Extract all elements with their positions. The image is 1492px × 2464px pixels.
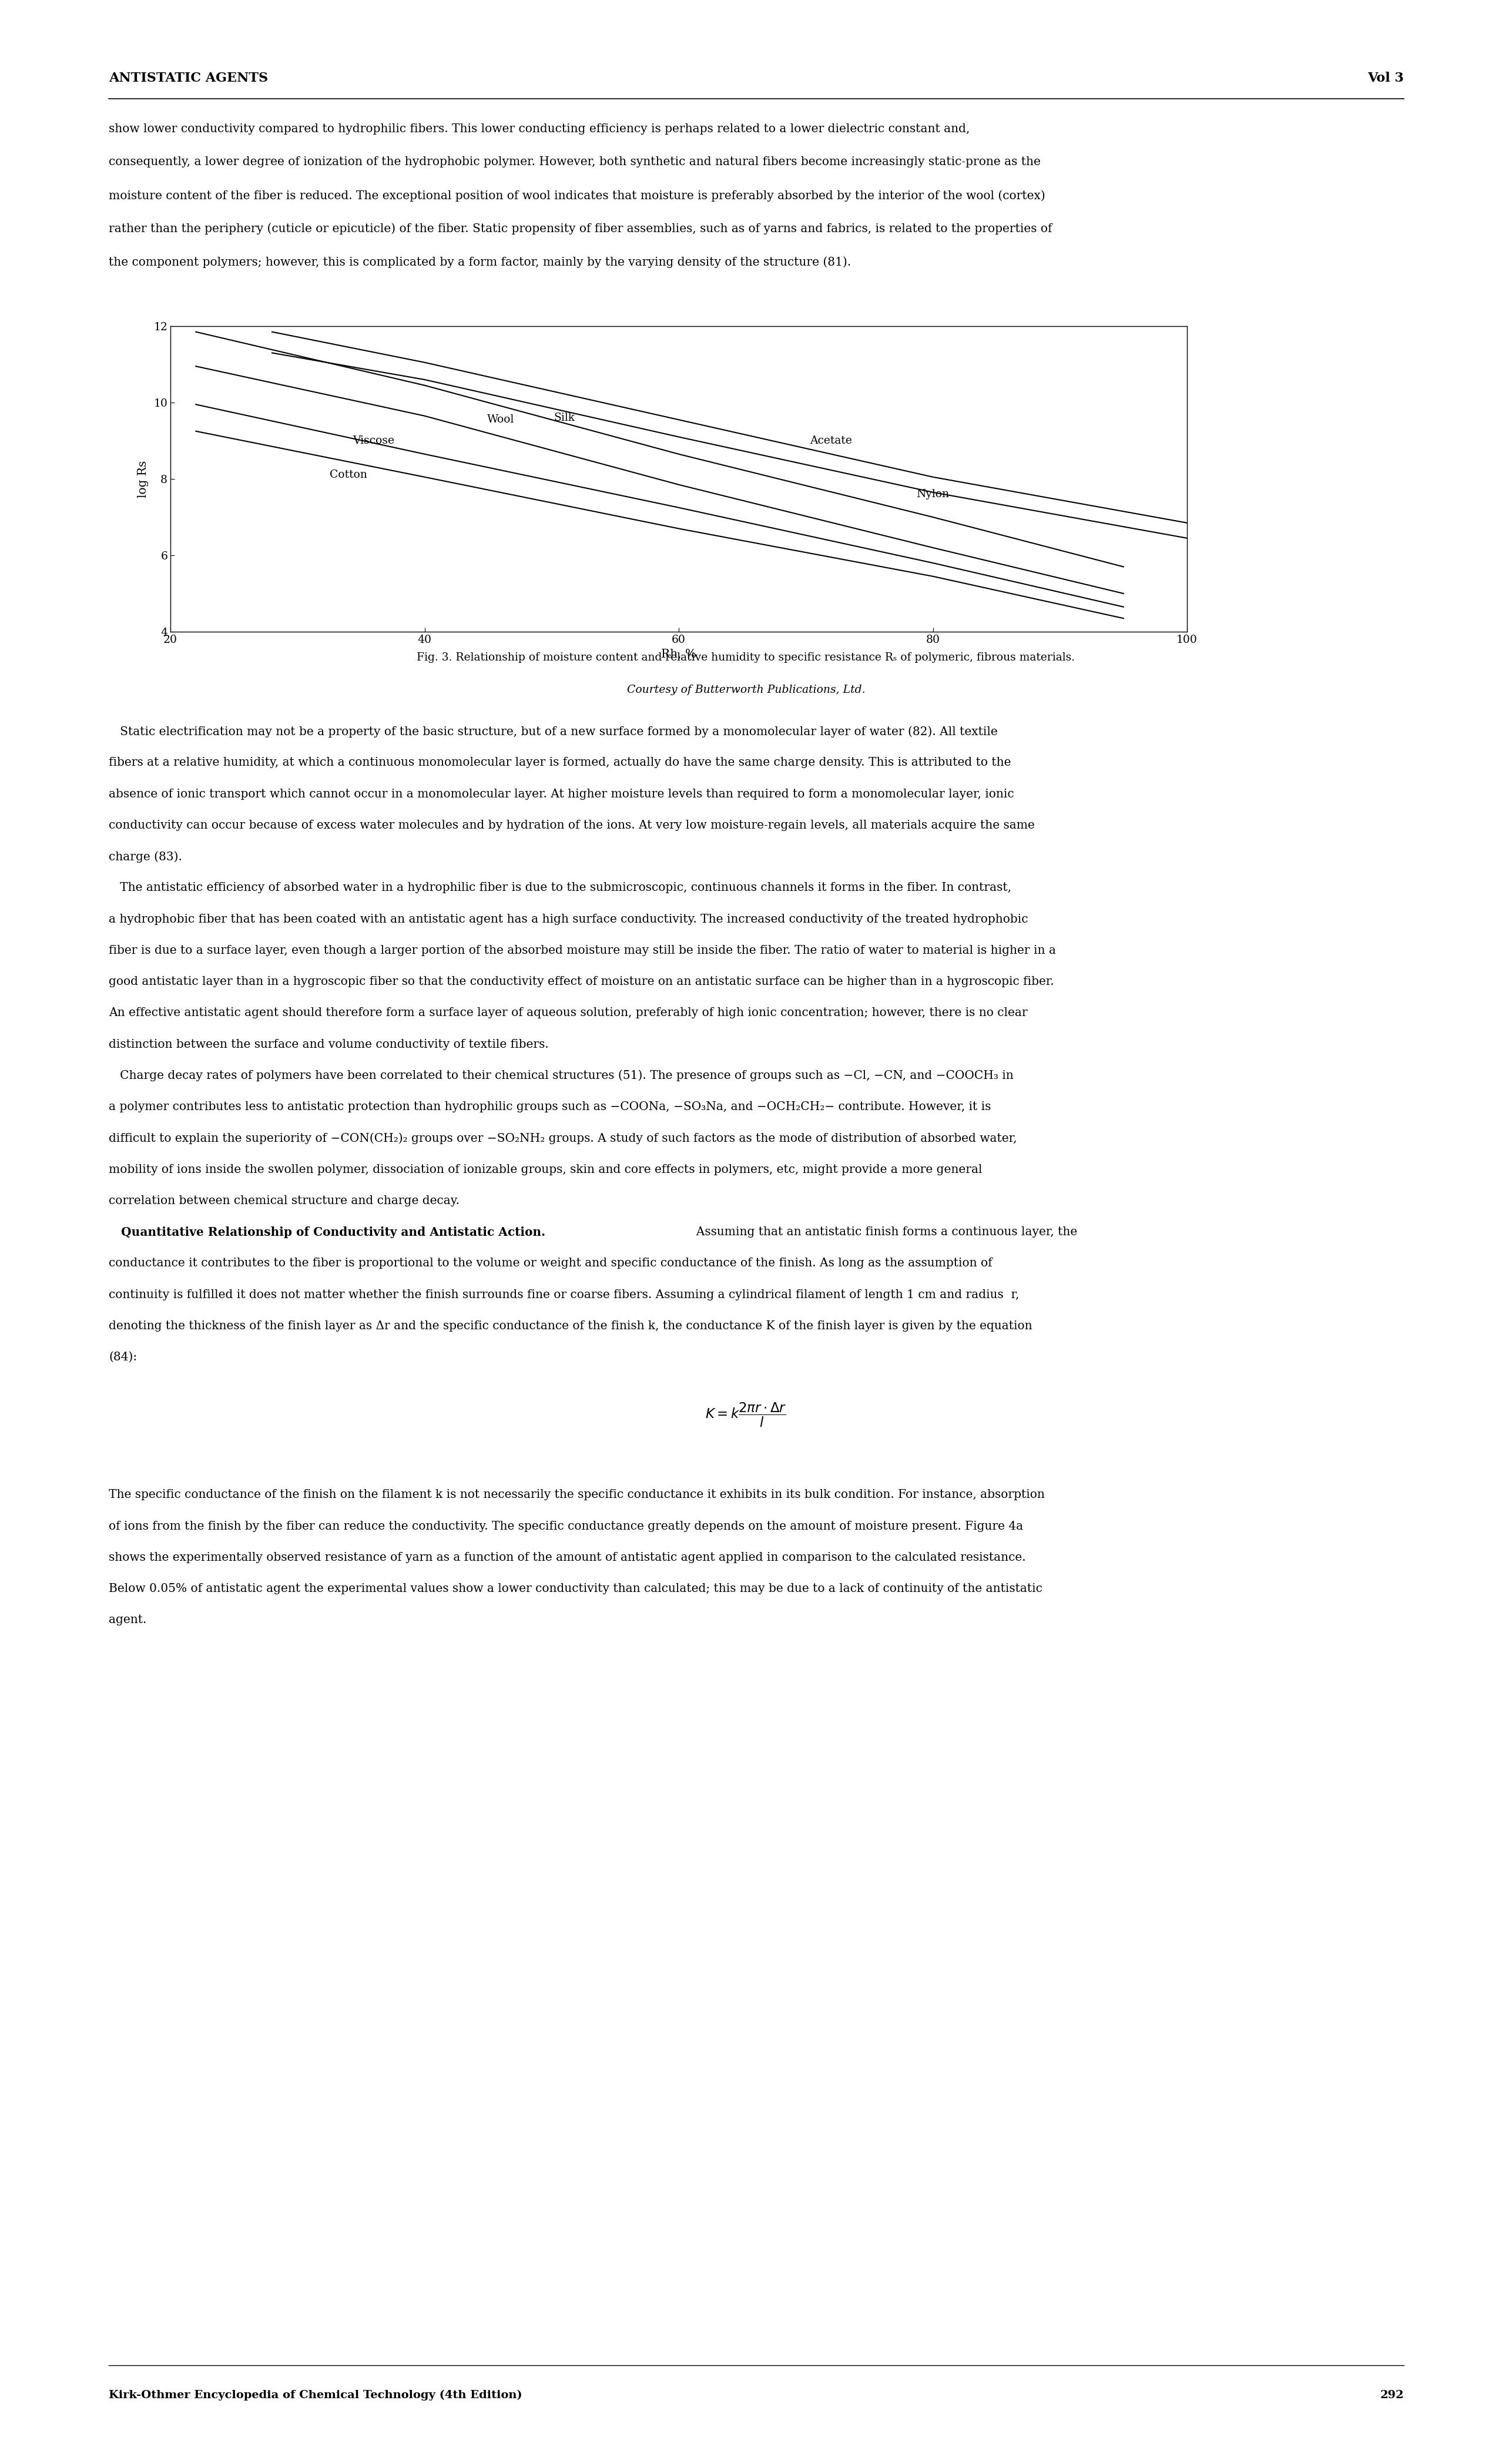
Text: fiber is due to a surface layer, even though a larger portion of the absorbed mo: fiber is due to a surface layer, even th…	[109, 944, 1056, 956]
Text: Viscose: Viscose	[354, 436, 394, 446]
Text: The specific conductance of the finish on the filament k is not necessarily the : The specific conductance of the finish o…	[109, 1488, 1044, 1501]
Text: An effective antistatic agent should therefore form a surface layer of aqueous s: An effective antistatic agent should the…	[109, 1008, 1028, 1018]
Text: continuity is fulfilled it does not matter whether the finish surrounds fine or : continuity is fulfilled it does not matt…	[109, 1289, 1019, 1301]
Text: absence of ionic transport which cannot occur in a monomolecular layer. At highe: absence of ionic transport which cannot …	[109, 788, 1015, 798]
Text: Quantitative Relationship of Conductivity and Antistatic Action.: Quantitative Relationship of Conductivit…	[109, 1227, 546, 1239]
Text: conductivity can occur because of excess water molecules and by hydration of the: conductivity can occur because of excess…	[109, 821, 1035, 830]
Text: the component polymers; however, this is complicated by a form factor, mainly by: the component polymers; however, this is…	[109, 256, 852, 269]
Text: $K = k\dfrac{2\pi r \cdot \Delta r}{l}$: $K = k\dfrac{2\pi r \cdot \Delta r}{l}$	[706, 1402, 786, 1429]
Text: The antistatic efficiency of absorbed water in a hydrophilic fiber is due to the: The antistatic efficiency of absorbed wa…	[109, 882, 1012, 894]
Text: 292: 292	[1380, 2390, 1404, 2400]
Text: mobility of ions inside the swollen polymer, dissociation of ionizable groups, s: mobility of ions inside the swollen poly…	[109, 1163, 982, 1175]
Text: Vol 3: Vol 3	[1368, 71, 1404, 84]
Text: moisture content of the fiber is reduced. The exceptional position of wool indic: moisture content of the fiber is reduced…	[109, 190, 1046, 202]
Text: rather than the periphery (cuticle or epicuticle) of the fiber. Static propensit: rather than the periphery (cuticle or ep…	[109, 224, 1052, 234]
Text: Silk: Silk	[554, 411, 574, 424]
Text: distinction between the surface and volume conductivity of textile fibers.: distinction between the surface and volu…	[109, 1040, 549, 1050]
Text: a hydrophobic fiber that has been coated with an antistatic agent has a high sur: a hydrophobic fiber that has been coated…	[109, 914, 1028, 924]
Text: charge (83).: charge (83).	[109, 850, 182, 862]
Text: of ions from the finish by the fiber can reduce the conductivity. The specific c: of ions from the finish by the fiber can…	[109, 1520, 1024, 1533]
Text: (84):: (84):	[109, 1353, 137, 1363]
Text: consequently, a lower degree of ionization of the hydrophobic polymer. However, : consequently, a lower degree of ionizati…	[109, 158, 1041, 168]
Text: Fig. 3. Relationship of moisture content and relative humidity to specific resis: Fig. 3. Relationship of moisture content…	[416, 653, 1076, 663]
Y-axis label: log Rs: log Rs	[137, 461, 149, 498]
Text: shows the experimentally observed resistance of yarn as a function of the amount: shows the experimentally observed resist…	[109, 1552, 1026, 1562]
Text: correlation between chemical structure and charge decay.: correlation between chemical structure a…	[109, 1195, 460, 1207]
Text: difficult to explain the superiority of −CON(CH₂)₂ groups over −SO₂NH₂ groups. A: difficult to explain the superiority of …	[109, 1133, 1018, 1143]
Text: Nylon: Nylon	[916, 488, 949, 500]
Text: denoting the thickness of the finish layer as Δr and the specific conductance of: denoting the thickness of the finish lay…	[109, 1321, 1032, 1331]
Text: Charge decay rates of polymers have been correlated to their chemical structures: Charge decay rates of polymers have been…	[109, 1069, 1013, 1082]
Text: Static electrification may not be a property of the basic structure, but of a ne: Static electrification may not be a prop…	[109, 727, 998, 737]
Text: fibers at a relative humidity, at which a continuous monomolecular layer is form: fibers at a relative humidity, at which …	[109, 756, 1012, 769]
Text: Kirk-Othmer Encyclopedia of Chemical Technology (4th Edition): Kirk-Othmer Encyclopedia of Chemical Tec…	[109, 2390, 522, 2400]
Text: ANTISTATIC AGENTS: ANTISTATIC AGENTS	[109, 71, 269, 84]
Text: Assuming that an antistatic finish forms a continuous layer, the: Assuming that an antistatic finish forms…	[689, 1227, 1077, 1237]
Text: Below 0.05% of antistatic agent the experimental values show a lower conductivit: Below 0.05% of antistatic agent the expe…	[109, 1584, 1043, 1594]
Text: Acetate: Acetate	[810, 436, 852, 446]
Text: a polymer contributes less to antistatic protection than hydrophilic groups such: a polymer contributes less to antistatic…	[109, 1101, 991, 1111]
Text: show lower conductivity compared to hydrophilic fibers. This lower conducting ef: show lower conductivity compared to hydr…	[109, 123, 970, 136]
Text: conductance it contributes to the fiber is proportional to the volume or weight : conductance it contributes to the fiber …	[109, 1257, 992, 1269]
Text: good antistatic layer than in a hygroscopic fiber so that the conductivity effec: good antistatic layer than in a hygrosco…	[109, 976, 1055, 988]
Text: Cotton: Cotton	[330, 471, 367, 480]
Text: Wool: Wool	[488, 414, 515, 424]
X-axis label: Rh, %: Rh, %	[661, 648, 697, 660]
Text: agent.: agent.	[109, 1614, 146, 1626]
Text: Courtesy of Butterworth Publications, Ltd.: Courtesy of Butterworth Publications, Lt…	[627, 685, 865, 695]
